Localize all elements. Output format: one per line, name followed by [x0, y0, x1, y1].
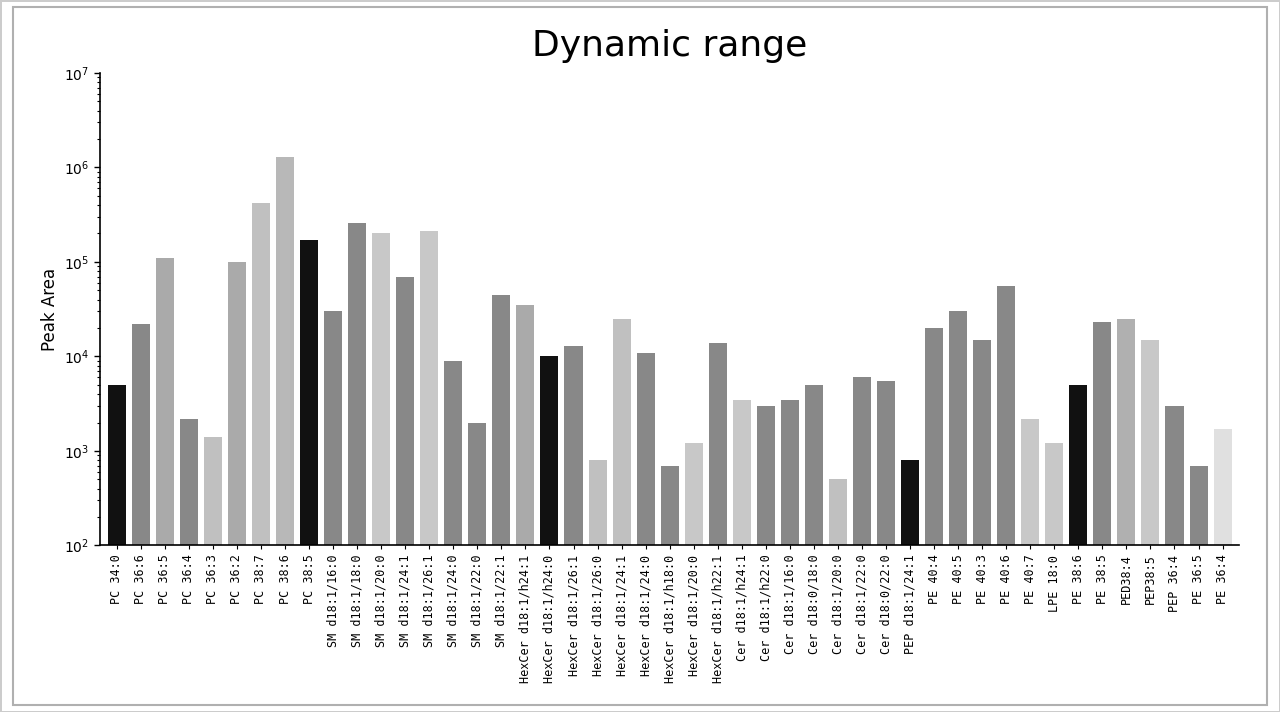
Bar: [901, 460, 919, 712]
Bar: [709, 342, 727, 712]
Bar: [156, 258, 174, 712]
Bar: [420, 231, 438, 712]
Bar: [756, 406, 774, 712]
Bar: [732, 399, 751, 712]
Bar: [324, 311, 342, 712]
Bar: [950, 311, 968, 712]
Bar: [180, 419, 198, 712]
Bar: [805, 385, 823, 712]
Bar: [252, 203, 270, 712]
Title: Dynamic range: Dynamic range: [532, 29, 808, 63]
Bar: [925, 328, 943, 712]
Bar: [636, 352, 654, 712]
Bar: [781, 399, 799, 712]
Bar: [372, 234, 390, 712]
Bar: [493, 295, 511, 712]
Bar: [1021, 419, 1039, 712]
Bar: [108, 385, 125, 712]
Bar: [397, 276, 415, 712]
Bar: [1189, 466, 1207, 712]
Bar: [660, 466, 678, 712]
Bar: [300, 240, 319, 712]
Bar: [564, 346, 582, 712]
Bar: [516, 305, 535, 712]
Bar: [204, 437, 221, 712]
Bar: [348, 223, 366, 712]
Bar: [228, 262, 246, 712]
Bar: [444, 361, 462, 712]
Bar: [276, 157, 294, 712]
Bar: [1166, 406, 1184, 712]
Bar: [685, 444, 703, 712]
Bar: [973, 340, 991, 712]
Bar: [540, 357, 558, 712]
Bar: [997, 286, 1015, 712]
Bar: [613, 319, 631, 712]
Bar: [1117, 319, 1135, 712]
Bar: [829, 479, 847, 712]
Bar: [589, 460, 607, 712]
Bar: [1069, 385, 1087, 712]
Bar: [132, 324, 150, 712]
Bar: [1142, 340, 1160, 712]
Bar: [852, 377, 870, 712]
Bar: [1046, 444, 1064, 712]
Bar: [1213, 429, 1231, 712]
Y-axis label: Peak Area: Peak Area: [41, 268, 59, 351]
Bar: [468, 422, 486, 712]
Bar: [877, 381, 895, 712]
Bar: [1093, 323, 1111, 712]
